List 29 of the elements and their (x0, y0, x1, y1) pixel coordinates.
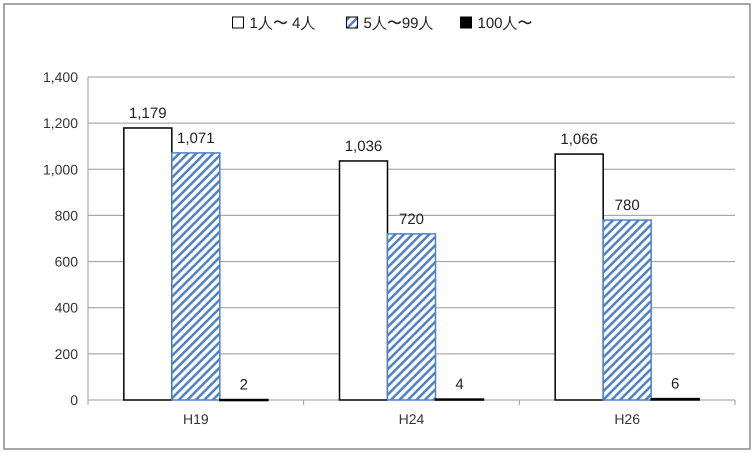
data-label: 720 (398, 210, 424, 228)
y-tick-label: 0 (70, 392, 78, 408)
data-label: 1,066 (560, 131, 598, 148)
data-label: 2 (240, 376, 248, 394)
y-tick-label: 1,000 (42, 161, 78, 178)
y-tick-label: 1,200 (42, 115, 78, 132)
x-tick-label: H24 (398, 411, 425, 427)
data-label: 1,036 (344, 138, 382, 155)
y-tick-label: 800 (54, 207, 78, 224)
bar (386, 233, 436, 401)
bar (554, 153, 604, 401)
y-tick-label: 200 (54, 346, 78, 362)
bar (602, 219, 652, 401)
y-tick-label: 1,400 (42, 69, 78, 85)
data-label: 4 (455, 376, 464, 394)
bar (171, 152, 221, 401)
y-tick-label: 600 (54, 254, 78, 270)
x-tick-label: H26 (614, 411, 640, 427)
y-tick-label: 400 (54, 300, 78, 316)
data-label: 1,071 (177, 130, 215, 147)
data-label: 6 (670, 376, 680, 393)
bar (338, 160, 388, 401)
legend-label: 1人〜 4人 (250, 15, 316, 32)
legend-label: 5人〜99人 (364, 15, 434, 32)
bar (123, 127, 173, 401)
data-label: 1,179 (129, 104, 167, 122)
legend-label: 100人〜 (478, 15, 533, 32)
x-tick-label: H19 (182, 411, 209, 427)
data-label: 780 (614, 197, 640, 214)
